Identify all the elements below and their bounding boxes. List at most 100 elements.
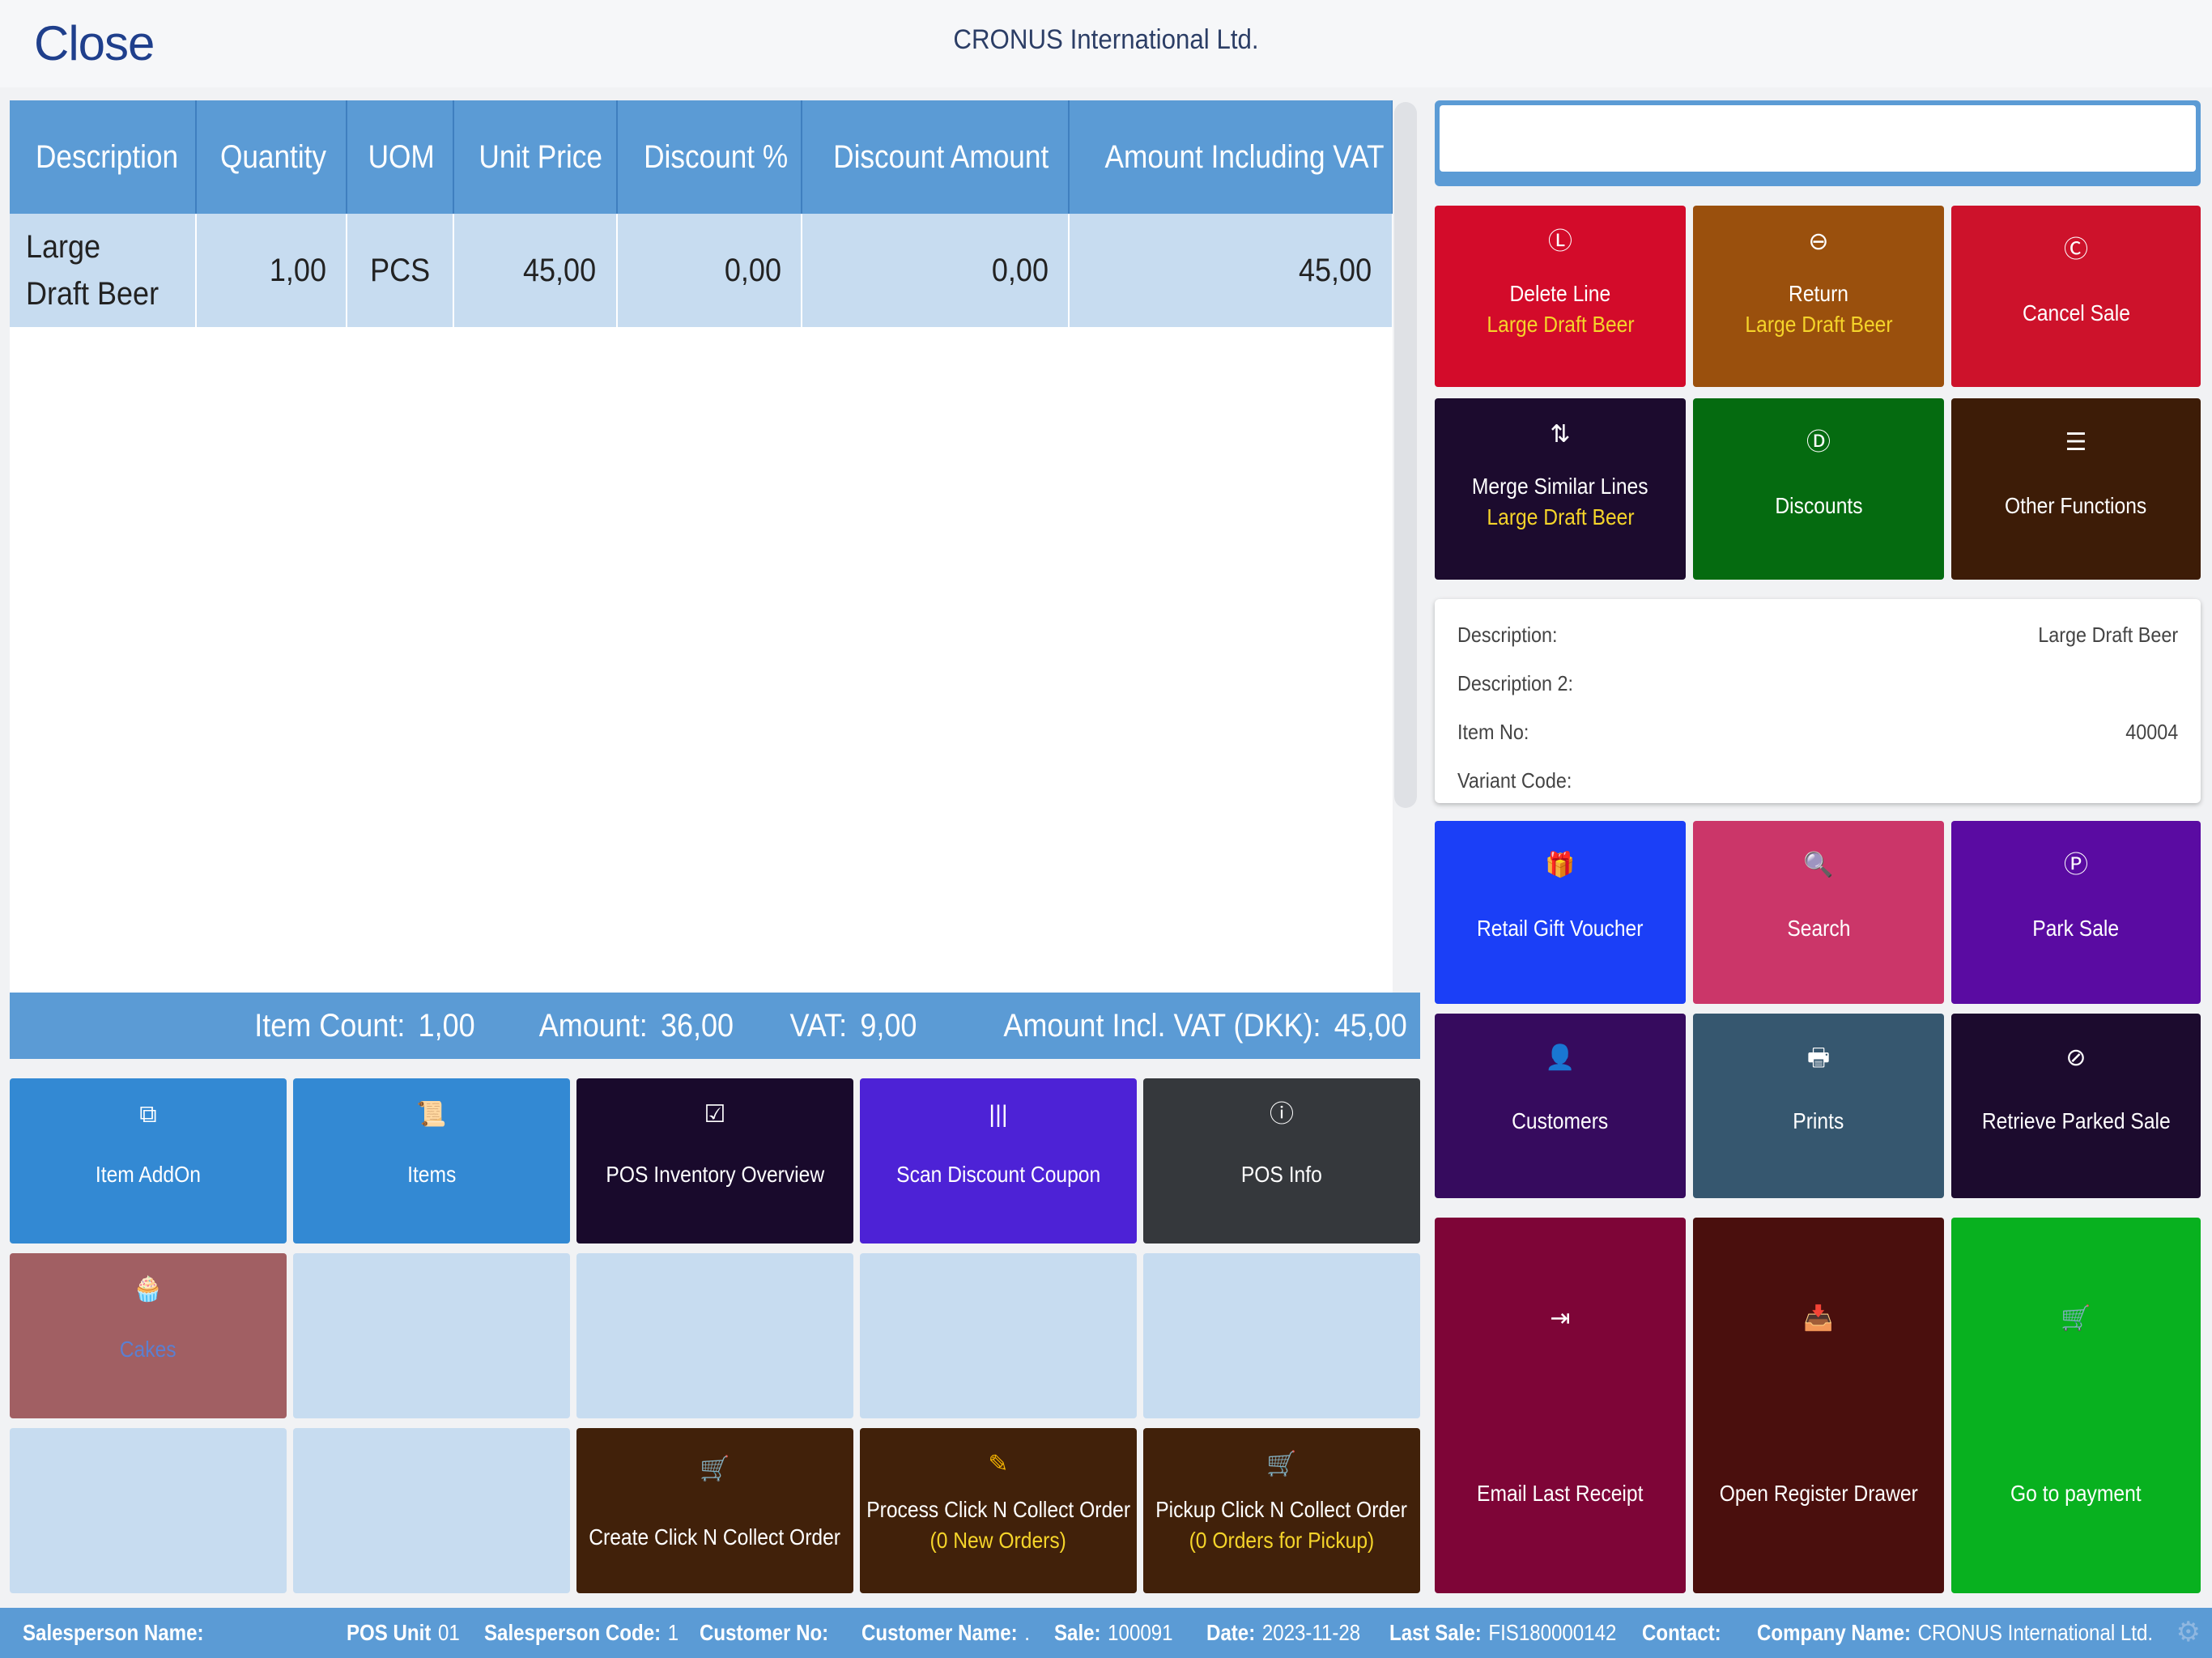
prints-button[interactable]: 🖶 Prints: [1693, 1014, 1944, 1198]
p-circle-icon: Ⓟ: [2064, 852, 2088, 878]
column-header[interactable]: Unit Price: [453, 100, 618, 214]
check-square-icon: ☑: [704, 1101, 726, 1128]
printer-icon: 🖶: [1806, 1044, 1831, 1071]
return-button[interactable]: ⊖ Return Large Draft Beer: [1693, 206, 1944, 387]
cart-icon: 🛒: [1266, 1451, 1297, 1477]
minus-circle-icon: ⊖: [1808, 228, 1829, 255]
column-header[interactable]: Discount Amount: [802, 100, 1070, 214]
amount-total: Amount: 36,00: [538, 1007, 734, 1044]
open-register-drawer-button[interactable]: 📥 Open Register Drawer: [1693, 1218, 1944, 1593]
c-circle-icon: Ⓒ: [2064, 236, 2088, 263]
empty-button-slot: [10, 1428, 287, 1593]
cakes-button[interactable]: 🧁 Cakes: [10, 1253, 287, 1418]
column-header[interactable]: Discount %: [617, 100, 802, 214]
top-bar: [0, 0, 2212, 87]
status-last-sale: Last Sale: FIS180000142: [1389, 1620, 1617, 1645]
vat-total: VAT: 9,00: [789, 1007, 917, 1044]
column-header[interactable]: Amount Including VAT: [1069, 100, 1393, 214]
search-icon: 🔍: [1803, 852, 1834, 878]
sort-list-icon: ⇅: [1550, 421, 1571, 448]
info-icon: ⓘ: [1270, 1101, 1294, 1128]
barcode-icon: |||: [989, 1101, 1008, 1128]
cell-amount-incl-vat: 45,00: [1069, 214, 1393, 327]
info-description2-row: Description 2:: [1457, 670, 1574, 695]
empty-button-slot: [293, 1428, 570, 1593]
customers-button[interactable]: 👤 Customers: [1435, 1014, 1686, 1198]
retrieve-parked-sale-button[interactable]: ⊘ Retrieve Parked Sale: [1951, 1014, 2201, 1198]
discounts-button[interactable]: Ⓓ Discounts: [1693, 398, 1944, 580]
cell-discount-pct: 0,00: [617, 214, 802, 327]
status-company-name: Company Name: CRONUS International Ltd.: [1757, 1620, 2154, 1645]
item-addon-button[interactable]: ⧉ Item AddOn: [10, 1078, 287, 1244]
sales-lines-grid: Description Quantity UOM Unit Price Disc…: [10, 100, 1393, 993]
park-sale-button[interactable]: Ⓟ Park Sale: [1951, 821, 2201, 1004]
delete-line-button[interactable]: Ⓛ Delete Line Large Draft Beer: [1435, 206, 1686, 387]
totals-bar: Item Count: 1,00 Amount: 36,00 VAT: 9,00 Am…: [10, 993, 1420, 1059]
info-variant-code-row: Variant Code:: [1457, 767, 1572, 793]
sign-out-icon: ⇥: [1550, 1305, 1571, 1332]
column-header[interactable]: Description: [10, 100, 197, 214]
table-header-row: Description Quantity UOM Unit Price Disc…: [10, 100, 1393, 214]
status-salesperson-code: Salesperson Code: 1: [484, 1620, 679, 1645]
retail-gift-voucher-button[interactable]: 🎁 Retail Gift Voucher: [1435, 821, 1686, 1004]
empty-button-slot: [1143, 1253, 1420, 1418]
pos-inventory-overview-button[interactable]: ☑ POS Inventory Overview: [576, 1078, 853, 1244]
item-info-panel: Description: Large Draft Beer Description…: [1435, 599, 2201, 803]
process-click-n-collect-button[interactable]: ✎ Process Click N Collect Order (0 New O…: [860, 1428, 1137, 1593]
inbox-icon: 📥: [1803, 1305, 1834, 1332]
d-circle-icon: Ⓓ: [1806, 429, 1831, 456]
create-click-n-collect-button[interactable]: 🛒 Create Click N Collect Order: [576, 1428, 853, 1593]
empty-button-slot: [576, 1253, 853, 1418]
cupcake-icon: 🧁: [133, 1276, 164, 1303]
empty-button-slot: [860, 1253, 1137, 1418]
items-button[interactable]: 📜 Items: [293, 1078, 570, 1244]
status-pos-unit: POS Unit 01: [347, 1620, 460, 1645]
column-header[interactable]: UOM: [347, 100, 454, 214]
item-count-total: Item Count: 1,00: [254, 1007, 475, 1044]
status-customer-no: Customer No:: [700, 1620, 829, 1645]
forbid-circle-icon: ⊘: [2065, 1044, 2087, 1071]
status-customer-name: Customer Name:.: [861, 1620, 1030, 1645]
status-date: Date: 2023-11-28: [1206, 1620, 1361, 1645]
cancel-sale-button[interactable]: Ⓒ Cancel Sale: [1951, 206, 2201, 387]
edit-icon: ✎: [988, 1451, 1009, 1477]
empty-button-slot: [293, 1253, 570, 1418]
menu-icon: ☰: [2065, 429, 2087, 456]
company-title: CRONUS International Ltd.: [953, 24, 1259, 55]
cart-icon: 🛒: [700, 1456, 730, 1482]
amount-incl-vat-total: Amount Incl. VAT (DKK): 45,00: [1003, 1007, 1407, 1044]
go-to-payment-button[interactable]: 🛒 Go to payment: [1951, 1218, 2201, 1593]
l-circle-icon: Ⓛ: [1548, 228, 1572, 255]
info-item-no-row: Item No: 40004: [1457, 719, 2178, 744]
grid-scrollbar-thumb[interactable]: [1394, 102, 1417, 808]
cell-unit-price: 45,00: [453, 214, 618, 327]
merge-similar-lines-button[interactable]: ⇅ Merge Similar Lines Large Draft Beer: [1435, 398, 1686, 580]
cell-discount-amount: 0,00: [802, 214, 1070, 327]
info-description-row: Description: Large Draft Beer: [1457, 622, 2178, 647]
cell-quantity: 1,00: [196, 214, 347, 327]
scan-discount-coupon-button[interactable]: ||| Scan Discount Coupon: [860, 1078, 1137, 1244]
scroll-icon: 📜: [416, 1101, 447, 1128]
table-row[interactable]: Large Draft Beer 1,00 PCS 45,00 0,00 0,0…: [10, 214, 1393, 327]
search-input[interactable]: [1440, 105, 2196, 172]
status-bar: Salesperson Name: POS Unit 01 Salesperson…: [0, 1608, 2212, 1658]
search-button[interactable]: 🔍 Search: [1693, 821, 1944, 1004]
user-cog-icon: 👤: [1545, 1044, 1576, 1071]
sales-lines-table: Description Quantity UOM Unit Price Disc…: [10, 100, 1393, 327]
email-last-receipt-button[interactable]: ⇥ Email Last Receipt: [1435, 1218, 1686, 1593]
column-header[interactable]: Quantity: [196, 100, 347, 214]
close-button[interactable]: Close: [34, 16, 155, 70]
search-field-container: [1435, 100, 2201, 186]
pickup-click-n-collect-button[interactable]: 🛒 Pickup Click N Collect Order (0 Orders…: [1143, 1428, 1420, 1593]
cell-uom: PCS: [347, 214, 454, 327]
other-functions-button[interactable]: ☰ Other Functions: [1951, 398, 2201, 580]
status-contact: Contact:: [1642, 1620, 1721, 1645]
gift-icon: 🎁: [1545, 852, 1576, 878]
cell-description: Large Draft Beer: [10, 214, 197, 327]
copy-icon: ⧉: [139, 1101, 157, 1128]
gear-icon[interactable]: ⚙: [2176, 1617, 2201, 1647]
status-sale: Sale: 100091: [1054, 1620, 1173, 1645]
cart-icon: 🛒: [2061, 1305, 2091, 1332]
pos-info-button[interactable]: ⓘ POS Info: [1143, 1078, 1420, 1244]
status-salesperson-name: Salesperson Name:: [23, 1620, 204, 1645]
